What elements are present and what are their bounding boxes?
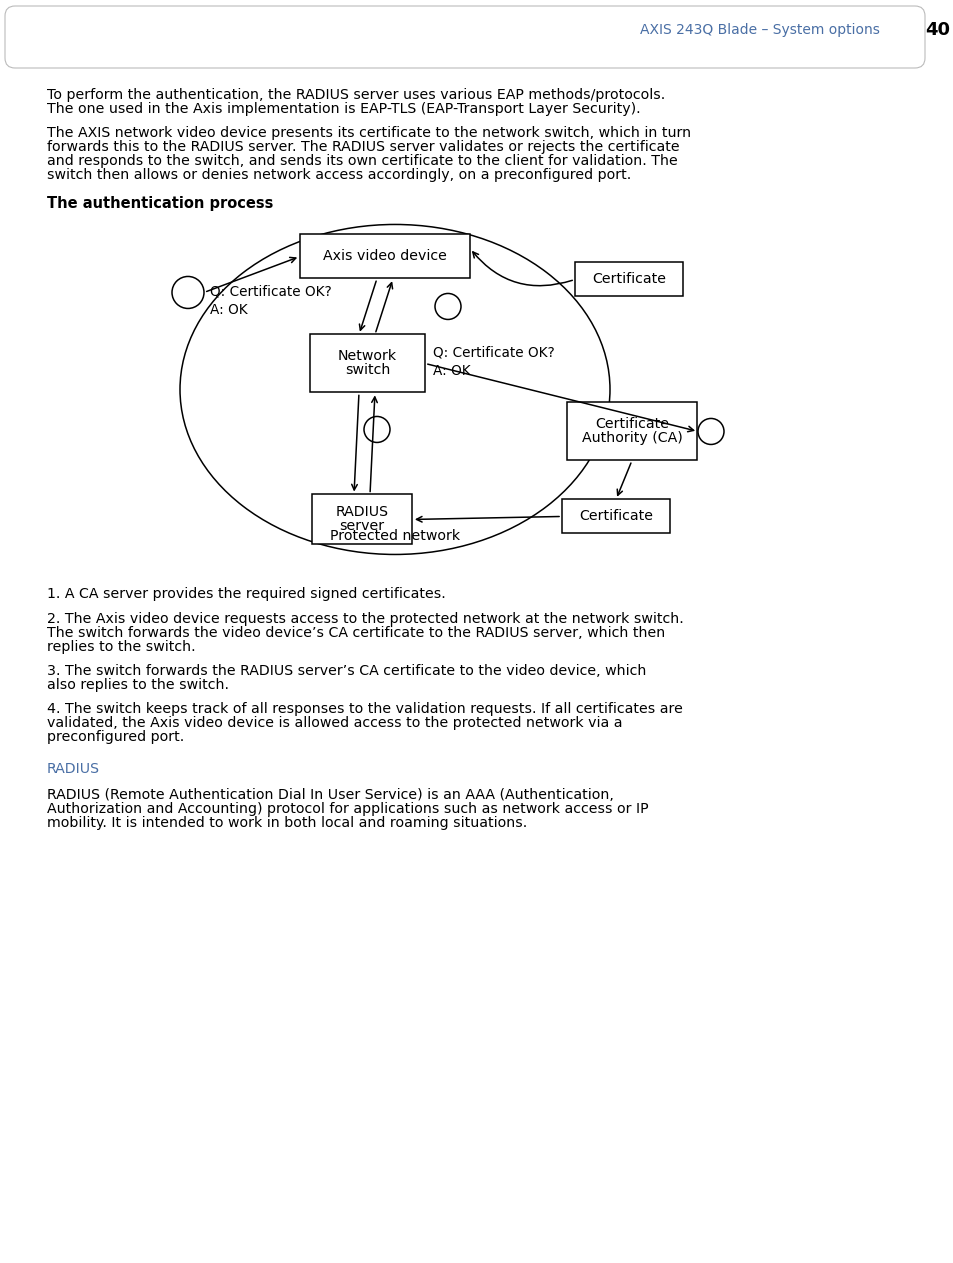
Bar xyxy=(561,499,669,533)
Text: The authentication process: The authentication process xyxy=(47,197,274,211)
Text: RADIUS (Remote Authentication Dial In User Service) is an AAA (Authentication,: RADIUS (Remote Authentication Dial In Us… xyxy=(47,788,613,802)
Text: Protected network: Protected network xyxy=(330,529,459,543)
Text: Certificate: Certificate xyxy=(595,417,668,432)
Text: To perform the authentication, the RADIUS server uses various EAP methods/protoc: To perform the authentication, the RADIU… xyxy=(47,88,664,102)
Text: 3. The switch forwards the RADIUS server’s CA certificate to the video device, w: 3. The switch forwards the RADIUS server… xyxy=(47,664,646,678)
Text: preconfigured port.: preconfigured port. xyxy=(47,730,184,744)
Text: The switch forwards the video device’s CA certificate to the RADIUS server, whic: The switch forwards the video device’s C… xyxy=(47,625,664,639)
Text: Certificate: Certificate xyxy=(592,273,665,287)
Bar xyxy=(566,403,697,461)
Text: Authority (CA): Authority (CA) xyxy=(581,432,681,446)
Text: server: server xyxy=(339,519,384,533)
Bar xyxy=(299,235,470,278)
Text: Network: Network xyxy=(337,350,396,364)
Text: Q: Certificate OK?
A: OK: Q: Certificate OK? A: OK xyxy=(433,346,554,378)
Text: validated, the Axis video device is allowed access to the protected network via : validated, the Axis video device is allo… xyxy=(47,716,622,730)
Text: The one used in the Axis implementation is EAP-TLS (EAP-Transport Layer Security: The one used in the Axis implementation … xyxy=(47,102,640,116)
Text: The AXIS network video device presents its certificate to the network switch, wh: The AXIS network video device presents i… xyxy=(47,126,690,140)
FancyBboxPatch shape xyxy=(5,6,924,68)
Text: 4. The switch keeps track of all responses to the validation requests. If all ce: 4. The switch keeps track of all respons… xyxy=(47,702,682,716)
Text: Q: Certificate OK?
A: OK: Q: Certificate OK? A: OK xyxy=(210,284,332,317)
Text: switch then allows or denies network access accordingly, on a preconfigured port: switch then allows or denies network acc… xyxy=(47,168,631,182)
Text: also replies to the switch.: also replies to the switch. xyxy=(47,678,229,692)
Text: RADIUS: RADIUS xyxy=(335,505,388,519)
Text: Axis video device: Axis video device xyxy=(323,250,446,264)
Text: replies to the switch.: replies to the switch. xyxy=(47,639,195,654)
Text: AXIS 243Q Blade – System options: AXIS 243Q Blade – System options xyxy=(639,23,879,37)
Text: 2. The Axis video device requests access to the protected network at the network: 2. The Axis video device requests access… xyxy=(47,611,683,625)
Text: forwards this to the RADIUS server. The RADIUS server validates or rejects the c: forwards this to the RADIUS server. The … xyxy=(47,140,679,154)
Bar xyxy=(310,335,424,393)
Bar xyxy=(575,263,682,297)
Bar xyxy=(312,494,412,544)
Text: switch: switch xyxy=(344,364,390,378)
Text: mobility. It is intended to work in both local and roaming situations.: mobility. It is intended to work in both… xyxy=(47,816,527,830)
Text: Certificate: Certificate xyxy=(578,509,652,523)
Text: Authorization and Accounting) protocol for applications such as network access o: Authorization and Accounting) protocol f… xyxy=(47,802,648,816)
Text: 40: 40 xyxy=(924,21,949,39)
Text: RADIUS: RADIUS xyxy=(47,762,100,777)
Text: and responds to the switch, and sends its own certificate to the client for vali: and responds to the switch, and sends it… xyxy=(47,154,677,168)
Text: 1. A CA server provides the required signed certificates.: 1. A CA server provides the required sig… xyxy=(47,587,445,601)
